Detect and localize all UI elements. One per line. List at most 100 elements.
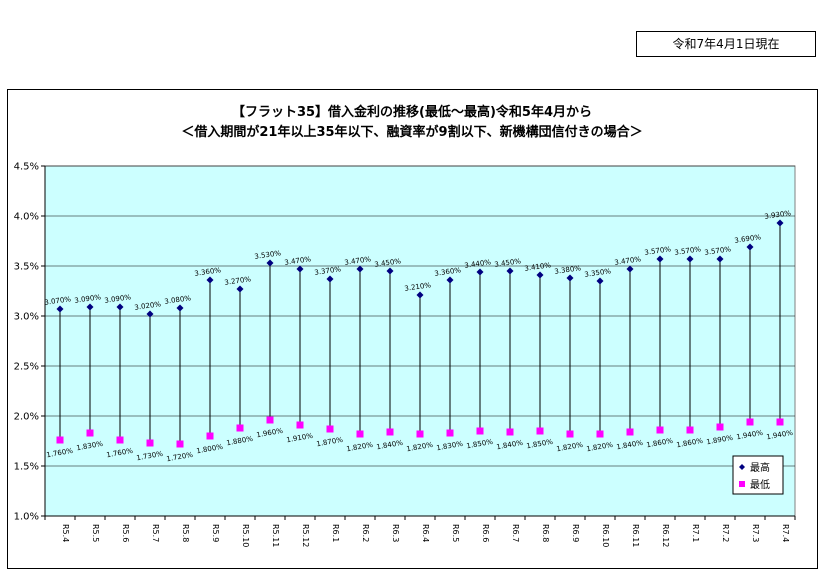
y-tick-label: 2.5% xyxy=(14,362,39,373)
chart-subtitle: ＜借入期間が21年以上35年以下、融資率が9割以下、新機構団信付きの場合＞ xyxy=(181,124,642,140)
max-rate-point xyxy=(686,255,694,263)
max-rate-label: 3.470% xyxy=(344,255,372,267)
max-rate-label: 3.690% xyxy=(734,233,762,245)
max-rate-label: 3.570% xyxy=(644,245,672,257)
max-rate-label: 3.350% xyxy=(584,267,612,279)
x-tick-label: R6.5 xyxy=(451,524,460,542)
max-rate-point xyxy=(296,265,304,273)
legend-min-marker xyxy=(739,481,745,487)
y-tick-label: 4.0% xyxy=(14,212,39,223)
x-tick-label: R5.7 xyxy=(151,524,160,542)
legend xyxy=(732,455,784,495)
max-rate-label: 3.360% xyxy=(194,266,222,278)
x-tick-label: R5.6 xyxy=(121,524,130,542)
max-rate-label: 3.470% xyxy=(284,255,312,267)
max-rate-point xyxy=(476,268,484,276)
min-rate-point xyxy=(686,426,694,434)
min-rate-point xyxy=(416,430,424,438)
max-rate-label: 3.440% xyxy=(464,258,492,270)
x-tick-label: R5.8 xyxy=(181,524,190,542)
y-tick-label: 4.5% xyxy=(14,162,39,173)
min-rate-point xyxy=(86,429,94,437)
x-tick-label: R6.1 xyxy=(331,524,340,542)
max-rate-label: 3.410% xyxy=(524,261,552,273)
max-rate-point xyxy=(566,274,574,282)
max-rate-label: 3.380% xyxy=(554,264,582,276)
max-rate-point xyxy=(326,275,334,283)
min-rate-point xyxy=(56,436,64,444)
min-rate-point xyxy=(506,428,514,436)
x-tick-label: R6.10 xyxy=(601,524,610,547)
min-rate-point xyxy=(326,425,334,433)
max-rate-point xyxy=(386,267,394,275)
max-rate-point xyxy=(266,259,274,267)
max-rate-point xyxy=(596,277,604,285)
chart-title: 【フラット35】借入金利の推移(最低～最高)令和5年4月から xyxy=(232,104,592,120)
max-rate-point xyxy=(626,265,634,273)
min-rate-point xyxy=(236,424,244,432)
x-tick-label: R6.4 xyxy=(421,524,430,542)
max-rate-point xyxy=(236,285,244,293)
x-tick-label: R6.2 xyxy=(361,524,370,542)
max-rate-label: 3.470% xyxy=(614,255,642,267)
legend-max-label: 最高 xyxy=(750,461,770,474)
max-rate-point xyxy=(536,271,544,279)
max-rate-label: 3.080% xyxy=(164,294,192,306)
max-rate-label: 3.570% xyxy=(704,245,732,257)
max-rate-label: 3.210% xyxy=(404,281,432,293)
max-rate-label: 3.270% xyxy=(224,275,252,287)
max-rate-point xyxy=(206,276,214,284)
x-tick-label: R6.3 xyxy=(391,524,400,542)
max-rate-point xyxy=(56,305,64,313)
max-rate-label: 3.070% xyxy=(44,295,72,307)
min-rate-point xyxy=(776,418,784,426)
max-rate-point xyxy=(716,255,724,263)
x-tick-label: R6.11 xyxy=(631,524,640,547)
min-rate-point xyxy=(356,430,364,438)
x-tick-label: R7.2 xyxy=(721,524,730,542)
max-rate-label: 3.360% xyxy=(434,266,462,278)
max-rate-label: 3.090% xyxy=(74,293,102,305)
max-rate-point xyxy=(116,303,124,311)
max-rate-point xyxy=(146,310,154,318)
min-rate-point xyxy=(596,430,604,438)
min-rate-point xyxy=(266,416,274,424)
max-rate-point xyxy=(746,243,754,251)
min-rate-point xyxy=(146,439,154,447)
max-rate-point xyxy=(176,304,184,312)
min-rate-point xyxy=(566,430,574,438)
max-rate-label: 3.370% xyxy=(314,265,342,277)
x-tick-label: R5.11 xyxy=(271,524,280,547)
min-rate-point xyxy=(536,427,544,435)
x-tick-label: R5.5 xyxy=(91,524,100,542)
x-tick-label: R5.9 xyxy=(211,524,220,542)
x-tick-label: R5.4 xyxy=(61,524,70,542)
max-rate-point xyxy=(416,291,424,299)
max-rate-label: 3.450% xyxy=(494,257,522,269)
min-rate-point xyxy=(626,428,634,436)
min-rate-point xyxy=(716,423,724,431)
x-tick-label: R7.4 xyxy=(781,524,790,542)
min-rate-point xyxy=(656,426,664,434)
min-rate-point xyxy=(116,436,124,444)
max-rate-label: 3.530% xyxy=(254,249,282,261)
max-rate-point xyxy=(776,219,784,227)
x-tick-label: R7.1 xyxy=(691,524,700,542)
x-tick-label: R6.6 xyxy=(481,524,490,542)
legend-max-marker xyxy=(739,464,745,470)
x-tick-label: R6.12 xyxy=(661,524,670,547)
x-tick-label: R6.7 xyxy=(511,524,520,542)
max-rate-point xyxy=(356,265,364,273)
y-tick-label: 3.5% xyxy=(14,262,39,273)
legend-min-label: 最低 xyxy=(750,478,770,491)
max-rate-label: 3.020% xyxy=(134,300,162,312)
max-rate-point xyxy=(656,255,664,263)
y-tick-label: 1.0% xyxy=(14,512,39,523)
min-rate-point xyxy=(296,421,304,429)
min-rate-point xyxy=(206,432,214,440)
min-rate-point xyxy=(446,429,454,437)
max-rate-label: 3.570% xyxy=(674,245,702,257)
min-rate-point xyxy=(476,427,484,435)
y-tick-label: 1.5% xyxy=(14,462,39,473)
